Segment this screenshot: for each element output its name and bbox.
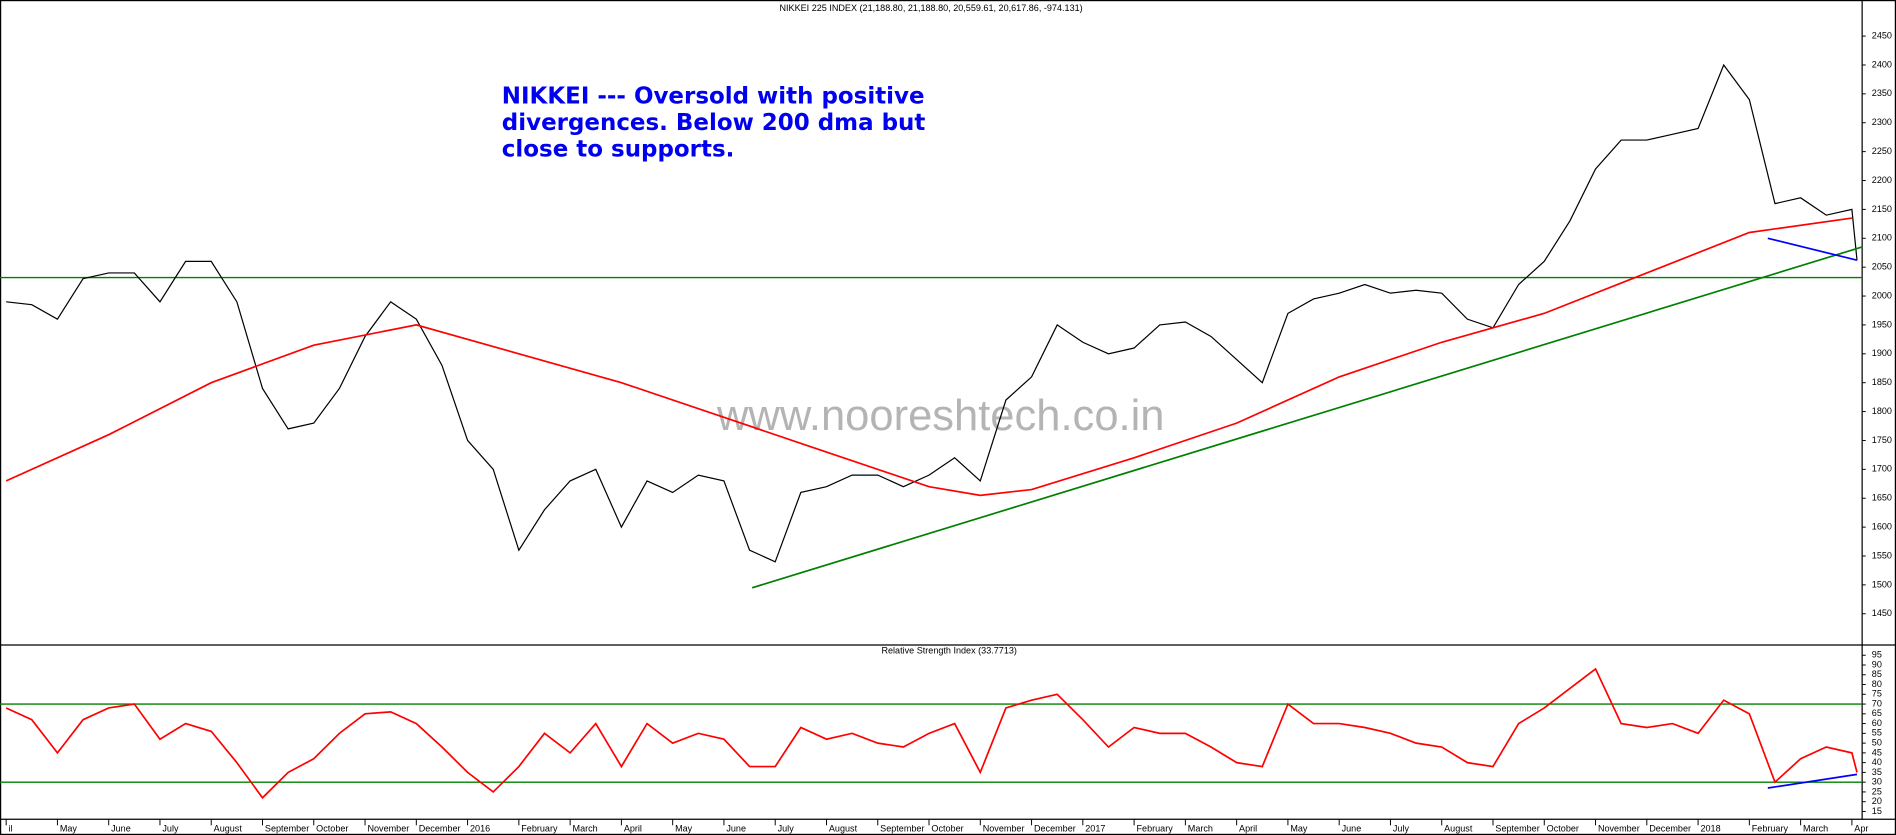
x-tick-label: 2016 — [470, 823, 490, 833]
x-tick-label: December — [419, 823, 461, 833]
y-tick-label: 1750 — [1872, 435, 1892, 445]
y-tick-label: 1650 — [1872, 493, 1892, 503]
y-tick-label: 1850 — [1872, 377, 1892, 387]
trend-line — [1767, 237, 1858, 262]
y-tick-label: 1500 — [1872, 579, 1892, 589]
y-tick-label: 45 — [1872, 747, 1882, 757]
annotation: NIKKEI --- Oversold with positive — [502, 83, 925, 109]
y-tick-label: 2400 — [1872, 59, 1892, 69]
y-tick-label: 1900 — [1872, 348, 1892, 358]
x-tick-label: October — [1547, 823, 1579, 833]
watermark: www.nooreshtech.co.in — [716, 392, 1164, 440]
x-tick-label: June — [1342, 823, 1362, 833]
y-tick-label: 80 — [1872, 679, 1882, 689]
x-tick-label: February — [1137, 823, 1174, 833]
y-tick-label: 15 — [1872, 806, 1882, 816]
y-tick-label: 65 — [1872, 708, 1882, 718]
y-tick-label: 35 — [1872, 767, 1882, 777]
y-tick-label: 1550 — [1872, 550, 1892, 560]
x-tick-label: June — [726, 823, 746, 833]
x-tick-label: Apr — [1854, 823, 1868, 833]
x-tick-label: February — [521, 823, 558, 833]
y-tick-label: 30 — [1872, 777, 1882, 787]
y-tick-label: 2100 — [1872, 233, 1892, 243]
y-tick-label: 2350 — [1872, 88, 1892, 98]
y-tick-label: 1600 — [1872, 521, 1892, 531]
y-tick-label: 1800 — [1872, 406, 1892, 416]
x-tick-label: May — [675, 823, 693, 833]
x-tick-label: August — [1444, 823, 1473, 833]
y-tick-label: 2200 — [1872, 175, 1892, 185]
y-tick-label: 70 — [1872, 698, 1882, 708]
annotation: divergences. Below 200 dma but — [502, 110, 926, 136]
x-tick-label: September — [1495, 823, 1539, 833]
x-tick-label: May — [1290, 823, 1308, 833]
x-tick-label: March — [1803, 823, 1828, 833]
annotation: close to supports. — [502, 137, 735, 163]
x-tick-label: November — [983, 823, 1025, 833]
y-tick-label: 25 — [1872, 786, 1882, 796]
y-tick-label: 2250 — [1872, 146, 1892, 156]
y-tick-label: 90 — [1872, 659, 1882, 669]
y-tick-label: 1450 — [1872, 608, 1892, 618]
x-tick-label: November — [1598, 823, 1640, 833]
rsi-title: Relative Strength Index (33.7713) — [881, 645, 1016, 655]
y-tick-label: 40 — [1872, 757, 1882, 767]
y-tick-label: 60 — [1872, 718, 1882, 728]
x-tick-label: February — [1752, 823, 1789, 833]
x-tick-label: July — [1393, 823, 1410, 833]
y-tick-label: 85 — [1872, 669, 1882, 679]
y-tick-label: 75 — [1872, 689, 1882, 699]
x-tick-label: October — [316, 823, 348, 833]
y-tick-label: 2450 — [1872, 30, 1892, 40]
chart-title: NIKKEI 225 INDEX (21,188.80, 21,188.80, … — [779, 3, 1082, 13]
trend-line — [751, 246, 1863, 589]
x-tick-label: March — [1188, 823, 1213, 833]
y-tick-label: 2150 — [1872, 204, 1892, 214]
x-tick-label: November — [367, 823, 409, 833]
y-tick-label: 2300 — [1872, 117, 1892, 127]
x-tick-label: July — [778, 823, 795, 833]
x-tick-label: June — [111, 823, 131, 833]
y-tick-label: 55 — [1872, 728, 1882, 738]
x-tick-label: April — [624, 823, 642, 833]
series-line — [5, 667, 1858, 800]
y-tick-label: 50 — [1872, 737, 1882, 747]
y-tick-label: 2000 — [1872, 290, 1892, 300]
x-tick-label: December — [1034, 823, 1076, 833]
x-tick-label: 2018 — [1700, 823, 1720, 833]
y-tick-label: 1700 — [1872, 464, 1892, 474]
x-tick-label: il — [9, 823, 13, 833]
series-line — [5, 217, 1853, 497]
y-tick-label: 20 — [1872, 796, 1882, 806]
x-tick-label: July — [162, 823, 179, 833]
x-tick-label: December — [1649, 823, 1691, 833]
y-tick-label: 1950 — [1872, 319, 1892, 329]
series-line — [6, 63, 1858, 563]
y-tick-label: 2050 — [1872, 262, 1892, 272]
x-tick-label: April — [1239, 823, 1257, 833]
x-tick-label: May — [60, 823, 78, 833]
x-tick-label: September — [265, 823, 309, 833]
trend-line — [1767, 773, 1858, 789]
x-tick-label: October — [931, 823, 963, 833]
x-tick-label: August — [829, 823, 858, 833]
x-tick-label: 2017 — [1085, 823, 1105, 833]
x-tick-label: August — [214, 823, 243, 833]
x-tick-label: September — [880, 823, 924, 833]
x-tick-label: March — [573, 823, 598, 833]
y-tick-label: 95 — [1872, 650, 1882, 660]
